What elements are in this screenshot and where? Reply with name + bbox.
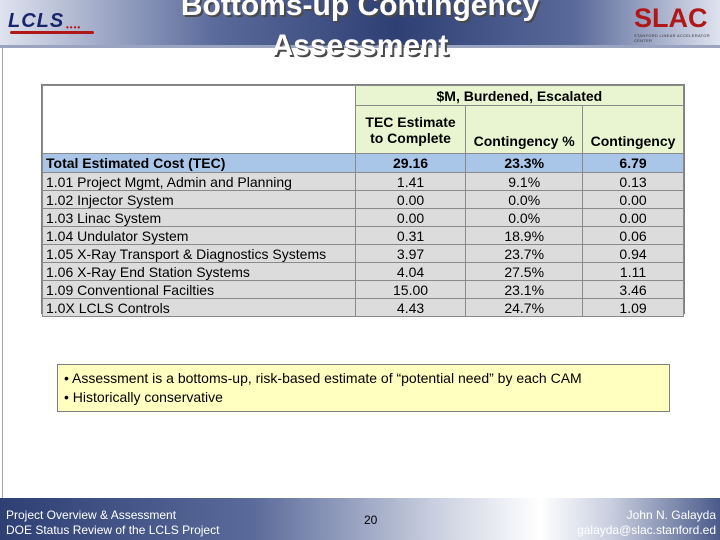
notes-box: • Assessment is a bottoms-up, risk-based… [57,364,670,412]
table-row: 1.03 Linac System 0.00 0.0% 0.00 [42,208,684,227]
col-header-contingency-pct: Contingency % [465,105,584,154]
table-column-header-row: TEC Estimate to Complete Contingency % C… [43,105,684,154]
footer-left: Project Overview & Assessment DOE Status… [6,508,219,538]
footer-right: John N. Galayda galayda@slac.stanford.ed [577,508,716,538]
row-tec: 0.31 [354,226,467,245]
row-label: 1.05 X-Ray Transport & Diagnostics Syste… [42,244,356,263]
lcls-logo: LCLS •••• [8,10,94,36]
lcls-logo-text: LCLS [8,10,65,32]
total-row-label: Total Estimated Cost (TEC) [42,153,356,173]
lcls-logo-dots: •••• [66,23,82,32]
footer-right-line2: galayda@slac.stanford.ed [577,523,716,537]
table-row: 1.05 X-Ray Transport & Diagnostics Syste… [42,244,684,263]
col-header-tec: TEC Estimate to Complete [354,105,467,154]
header-bar [0,0,720,45]
row-contingency-pct: 27.5% [465,262,584,281]
row-label: 1.06 X-Ray End Station Systems [42,262,356,281]
row-contingency-pct: 0.0% [465,208,584,227]
footer-left-line2: DOE Status Review of the LCLS Project [6,523,220,537]
row-contingency: 0.13 [582,172,684,191]
total-row-contingency-pct: 23.3% [465,153,584,173]
col-header-contingency: Contingency [582,105,684,154]
row-contingency-pct: 18.9% [465,226,584,245]
row-contingency-pct: 0.0% [465,190,584,209]
row-label: 1.09 Conventional Facilties [42,280,356,299]
row-label: 1.03 Linac System [42,208,356,227]
contingency-table: $M, Burdened, Escalated TEC Estimate to … [41,84,685,317]
row-contingency-pct: 23.1% [465,280,584,299]
table-row: 1.01 Project Mgmt, Admin and Planning 1.… [42,172,684,191]
row-tec: 15.00 [354,280,467,299]
slide-title: Bottoms-up Contingency Assessment [180,0,540,62]
slac-logo-text: SLAC [634,3,708,33]
row-tec: 4.43 [354,298,467,317]
table-row: 1.02 Injector System 0.00 0.0% 0.00 [42,190,684,209]
row-tec: 0.00 [354,208,467,227]
lcls-logo-swoosh [10,31,94,34]
total-row-tec: 29.16 [354,153,467,173]
page-number: 20 [364,513,378,527]
table-row: 1.04 Undulator System 0.31 18.9% 0.06 [42,226,684,245]
row-contingency: 1.11 [582,262,684,281]
note-item: • Historically conservative [64,389,223,405]
table-group-header-row: $M, Burdened, Escalated [42,85,685,154]
row-contingency: 3.46 [582,280,684,299]
contingency-table-grid: $M, Burdened, Escalated TEC Estimate to … [42,85,685,317]
row-tec: 0.00 [354,190,467,209]
table-row: 1.06 X-Ray End Station Systems 4.04 27.5… [42,262,684,281]
row-contingency-pct: 9.1% [465,172,584,191]
row-contingency: 0.06 [582,226,684,245]
slac-logo-subtitle: STANFORD LINEAR ACCELERATOR CENTER [634,33,710,43]
row-label: 1.02 Injector System [42,190,356,209]
row-label: 1.04 Undulator System [42,226,356,245]
footer-left-line1: Project Overview & Assessment [6,508,177,522]
table-row: 1.0X LCLS Controls 4.43 24.7% 1.09 [42,298,684,317]
slac-logo: SLAC STANFORD LINEAR ACCELERATOR CENTER [634,3,718,43]
row-contingency: 0.00 [582,208,684,227]
header-shadow [0,45,720,48]
footer-bar [0,498,720,540]
total-row-contingency: 6.79 [582,153,684,173]
row-tec: 3.97 [354,244,467,263]
note-item: • Assessment is a bottoms-up, risk-based… [64,370,582,386]
row-contingency: 0.00 [582,190,684,209]
table-corner-cell [42,85,356,154]
row-contingency: 1.09 [582,298,684,317]
table-row: 1.09 Conventional Facilties 15.00 23.1% … [42,280,684,299]
footer-right-line1: John N. Galayda [626,508,716,522]
left-rule [2,48,3,498]
row-contingency: 0.94 [582,244,684,263]
row-label: 1.01 Project Mgmt, Admin and Planning [42,172,356,191]
row-tec: 1.41 [354,172,467,191]
row-label: 1.0X LCLS Controls [42,298,356,317]
row-tec: 4.04 [354,262,467,281]
row-contingency-pct: 23.7% [465,244,584,263]
table-total-row: Total Estimated Cost (TEC) 29.16 23.3% 6… [42,153,684,173]
row-contingency-pct: 24.7% [465,298,584,317]
table-group-header: $M, Burdened, Escalated [354,85,685,106]
